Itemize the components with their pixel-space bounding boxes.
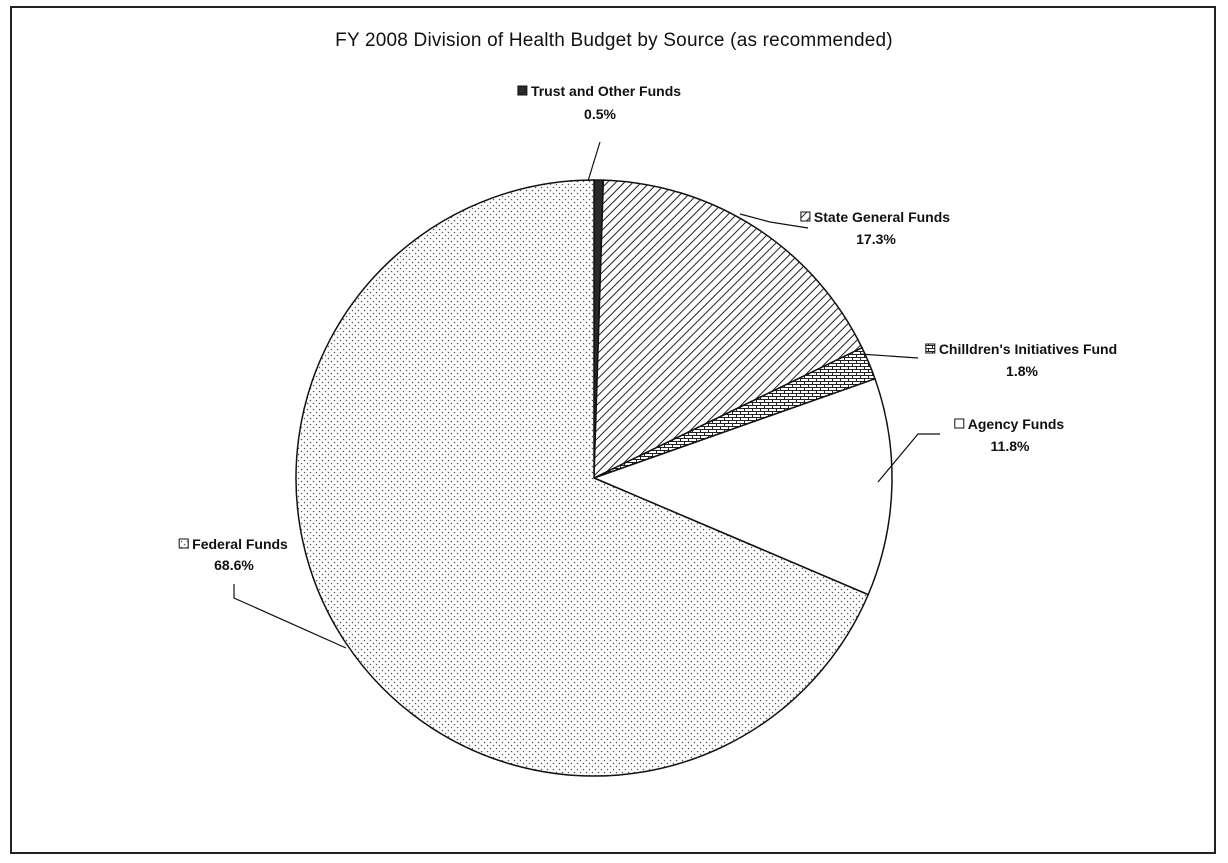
- legend-swatch-icon: [178, 538, 189, 549]
- pie-slice-agency-funds: [591, 377, 893, 596]
- slice-label-chilldren-s-initiatives-fund: Chilldren's Initiatives Fund: [939, 341, 1117, 357]
- leader-line: [877, 433, 940, 483]
- slice-label-trust-and-other-funds: Trust and Other Funds: [531, 83, 681, 99]
- slice-label-state-general-funds: State General Funds: [814, 209, 950, 225]
- slice-label-agency-funds: Agency Funds: [968, 416, 1065, 432]
- legend-swatch-icon: [925, 343, 936, 354]
- leader-line: [859, 353, 919, 359]
- slice-value-agency-funds: 11.8%: [991, 438, 1030, 454]
- slice-value-trust-and-other-funds: 0.5%: [584, 106, 616, 122]
- pie-slice-federal-funds: [295, 179, 870, 777]
- leader-line: [739, 213, 809, 229]
- slice-value-chilldren-s-initiatives-fund: 1.8%: [1006, 363, 1038, 379]
- chart-title: FY 2008 Division of Health Budget by Sou…: [335, 30, 893, 51]
- pie-slice-state-general-funds: [593, 179, 864, 480]
- slice-label-federal-funds: Federal Funds: [192, 536, 288, 552]
- leader-line: [587, 141, 601, 182]
- legend-swatch-icon: [517, 85, 528, 96]
- slice-value-federal-funds: 68.6%: [214, 557, 254, 573]
- slice-value-state-general-funds: 17.3%: [856, 231, 896, 247]
- leader-line: [233, 584, 347, 649]
- legend-swatch-icon: [954, 418, 965, 429]
- legend-swatch-icon: [800, 211, 811, 222]
